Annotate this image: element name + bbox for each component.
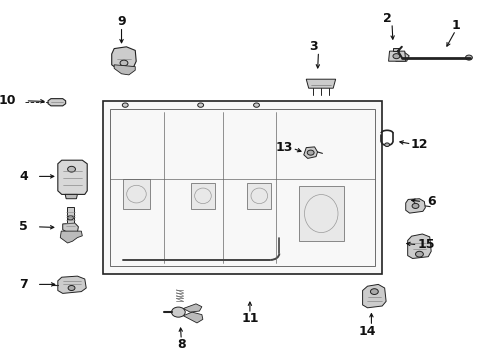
Circle shape xyxy=(68,166,75,172)
Polygon shape xyxy=(183,304,202,312)
Circle shape xyxy=(68,216,74,220)
Polygon shape xyxy=(389,51,406,61)
Bar xyxy=(103,101,382,274)
Polygon shape xyxy=(306,79,336,88)
Text: 12: 12 xyxy=(410,138,428,150)
Polygon shape xyxy=(60,231,82,243)
Circle shape xyxy=(385,143,390,147)
Circle shape xyxy=(307,150,314,155)
Bar xyxy=(299,186,343,241)
Text: 7: 7 xyxy=(19,278,28,291)
Circle shape xyxy=(197,103,203,107)
Circle shape xyxy=(370,289,378,294)
Bar xyxy=(191,183,215,209)
Circle shape xyxy=(68,285,75,291)
Text: 5: 5 xyxy=(19,220,28,233)
Text: 9: 9 xyxy=(117,15,126,28)
Circle shape xyxy=(399,55,405,59)
Polygon shape xyxy=(114,65,135,75)
Polygon shape xyxy=(112,47,136,68)
Circle shape xyxy=(120,60,128,66)
Text: 10: 10 xyxy=(0,94,16,107)
Text: 8: 8 xyxy=(177,338,186,351)
Circle shape xyxy=(412,203,419,208)
Polygon shape xyxy=(183,312,203,323)
Circle shape xyxy=(122,103,128,107)
Text: 4: 4 xyxy=(19,170,28,183)
Bar xyxy=(110,109,375,266)
Polygon shape xyxy=(408,234,431,258)
Text: 14: 14 xyxy=(359,325,376,338)
Circle shape xyxy=(172,307,185,317)
Text: 1: 1 xyxy=(451,19,460,32)
Text: 13: 13 xyxy=(275,141,293,154)
Text: 11: 11 xyxy=(241,312,259,325)
Text: 15: 15 xyxy=(417,238,435,251)
Text: 2: 2 xyxy=(383,12,392,24)
Text: 3: 3 xyxy=(309,40,318,53)
Circle shape xyxy=(393,54,400,59)
Circle shape xyxy=(254,103,259,107)
Polygon shape xyxy=(393,52,409,61)
Bar xyxy=(67,207,74,229)
Polygon shape xyxy=(65,194,77,199)
Bar xyxy=(247,183,271,209)
Polygon shape xyxy=(363,284,386,308)
Polygon shape xyxy=(58,276,86,293)
Circle shape xyxy=(416,251,423,257)
Text: 6: 6 xyxy=(427,195,436,208)
Polygon shape xyxy=(304,147,318,158)
Bar xyxy=(393,48,399,51)
Circle shape xyxy=(466,55,472,60)
Polygon shape xyxy=(48,99,66,106)
Bar xyxy=(122,179,150,209)
Polygon shape xyxy=(406,199,425,213)
Polygon shape xyxy=(58,160,87,194)
Polygon shape xyxy=(63,223,78,234)
